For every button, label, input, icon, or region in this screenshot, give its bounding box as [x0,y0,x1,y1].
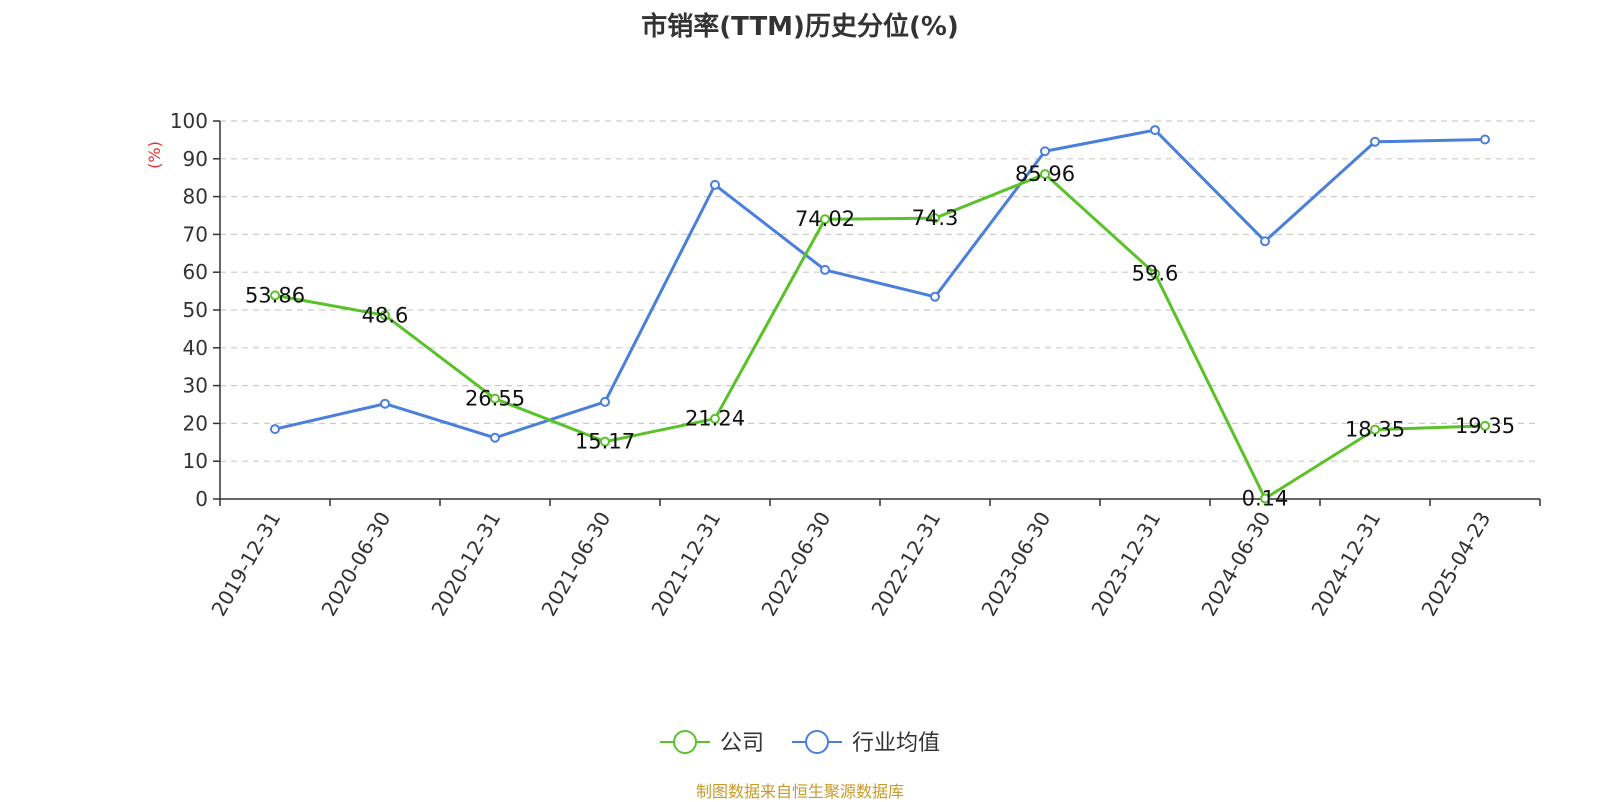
x-tick-label: 2020-06-30 [316,508,395,621]
series-line [274,172,1486,500]
y-tick-label: 100 [170,109,208,133]
x-tick-label: 2019-12-31 [206,508,285,621]
legend-label: 行业均值 [852,731,940,756]
legend-label: 公司 [720,731,764,756]
data-point [1260,493,1270,504]
data-point [1480,420,1490,431]
x-tick-label: 2025-04-23 [1416,508,1495,621]
data-point [1150,268,1160,279]
data-label: 0.14 [1242,486,1289,510]
y-tick-label: 70 [183,222,208,246]
data-point [710,179,720,190]
data-point [930,213,940,224]
data-point [1040,169,1050,180]
data-point [270,424,280,435]
data-point [1260,236,1270,247]
data-label: 15.17 [575,430,635,454]
data-point [600,396,610,407]
data-point [710,413,720,424]
legend-item-0: 公司 [660,730,764,756]
data-point [1480,134,1490,145]
x-tick-label: 2023-12-31 [1086,508,1165,621]
y-tick-label: 40 [183,336,208,360]
legend-marker [805,730,829,754]
x-tick-label: 2020-12-31 [426,508,505,621]
data-label: 19.35 [1455,414,1515,438]
legend-item-1: 行业均值 [792,730,940,756]
data-label: 21.24 [685,407,745,431]
series-1 [270,125,1490,443]
data-point [820,214,830,225]
data-point [380,398,390,409]
y-tick-label: 20 [183,411,208,435]
x-tick-label: 2022-12-31 [866,508,945,621]
data-label: 48.6 [362,303,409,327]
y-tick-label: 30 [183,374,208,398]
x-tick-label: 2023-06-30 [976,508,1055,621]
data-point [1370,136,1380,147]
data-point [1150,125,1160,136]
x-tick-label: 2024-06-30 [1196,508,1275,621]
y-tick-label: 60 [183,260,208,284]
y-tick-label: 50 [183,298,208,322]
data-label: 74.3 [912,206,959,230]
data-point [270,290,280,301]
y-tick-label: 80 [183,185,208,209]
x-tick-label: 2021-12-31 [646,508,725,621]
data-label: 59.6 [1132,262,1179,286]
series-0 [270,169,1490,504]
series-line [274,128,1486,440]
data-point [490,393,500,404]
data-point [1040,146,1050,157]
legend-marker [673,730,697,754]
data-point [490,432,500,443]
y-tick-label: 0 [195,487,208,511]
y-tick-label: 90 [183,147,208,171]
x-tick-label: 2021-06-30 [536,508,615,621]
data-label: 18.35 [1345,418,1405,442]
chart-title: 市销率(TTM)历史分位(%) [641,12,959,42]
data-label: 74.02 [795,207,855,231]
data-point [820,264,830,275]
data-label: 85.96 [1015,162,1075,186]
y-tick-label: 10 [183,449,208,473]
data-label: 53.86 [245,283,305,307]
chart-source: 制图数据来自恒生聚源数据库 [695,782,904,801]
data-point [380,310,390,321]
data-label: 26.55 [465,387,525,411]
y-axis-label: (%) [145,141,164,169]
data-point [1370,424,1380,435]
x-tick-label: 2022-06-30 [756,508,835,621]
data-point [930,291,940,302]
data-point [600,436,610,447]
x-tick-label: 2024-12-31 [1306,508,1385,621]
